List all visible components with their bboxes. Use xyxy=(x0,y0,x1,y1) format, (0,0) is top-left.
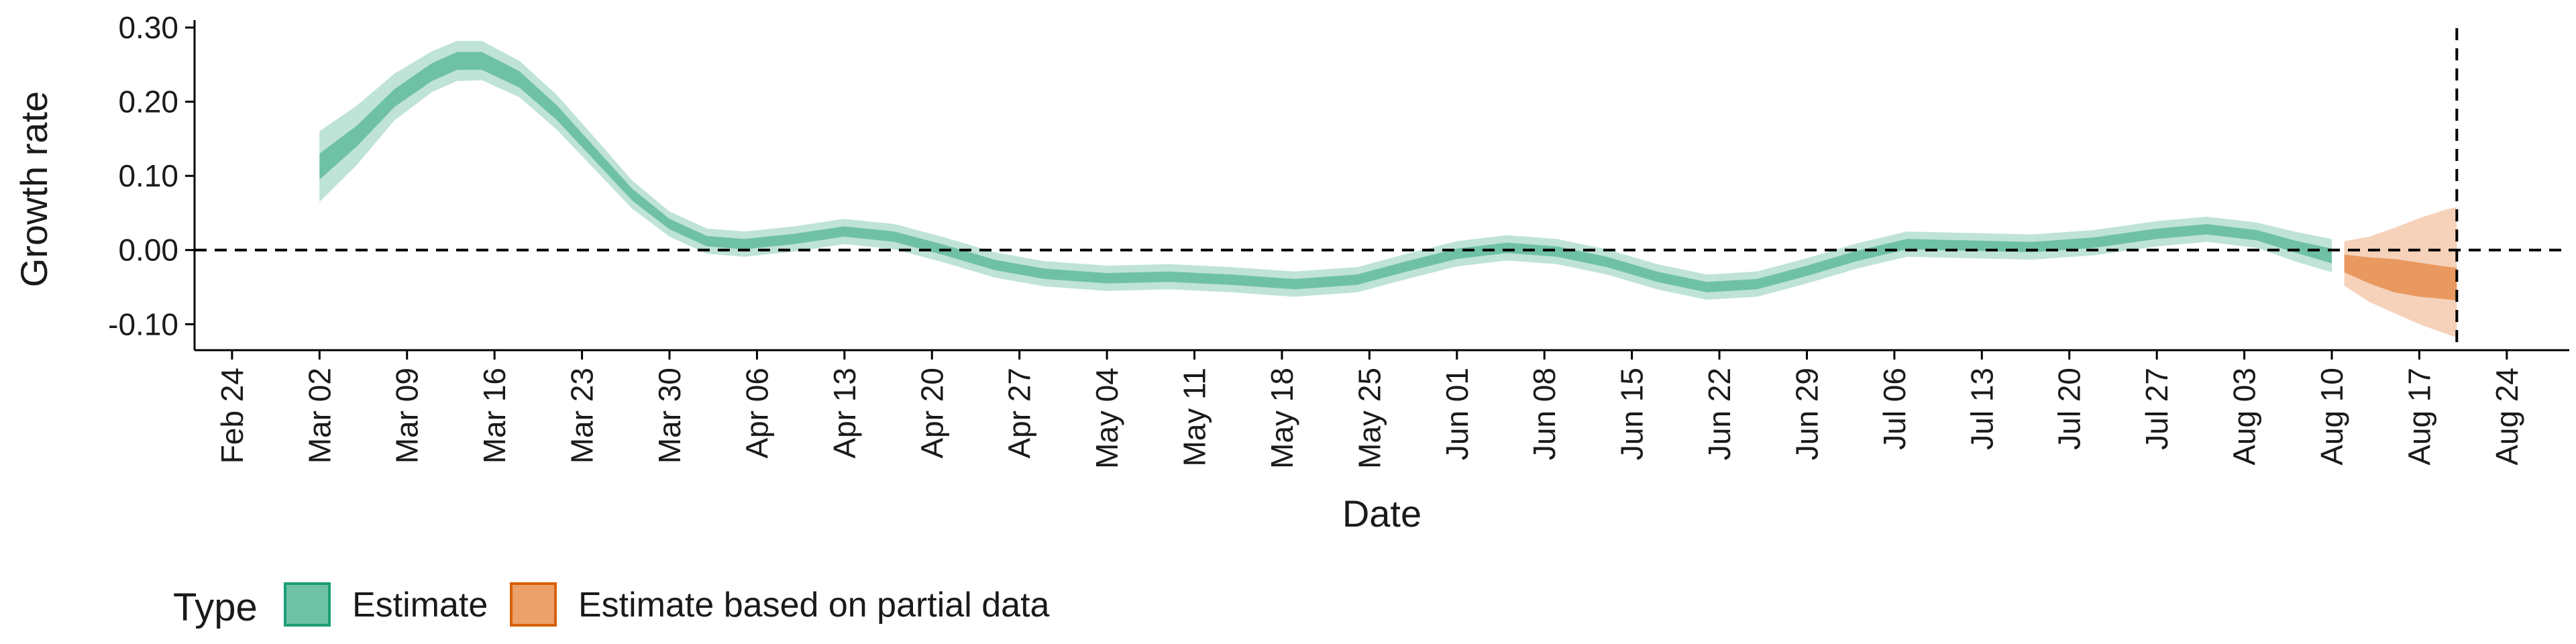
x-tick-label: Jun 01 xyxy=(1440,368,1474,460)
x-tick-label: May 18 xyxy=(1265,368,1299,469)
x-tick-label: Mar 09 xyxy=(390,368,425,464)
x-tick-label: Jul 06 xyxy=(1877,368,1912,450)
y-tick-label: -0.10 xyxy=(108,307,178,341)
legend-label-partial-estimate: Estimate based on partial data xyxy=(578,586,1050,625)
x-ticks: Feb 24 Mar 02 Mar 09 Mar 16 Mar 23 Mar 30 Apr … xyxy=(215,350,2524,469)
x-tick-label: Jun 08 xyxy=(1527,368,1562,460)
y-tick-label: 0.20 xyxy=(118,85,178,119)
x-tick-label: Jul 20 xyxy=(2052,368,2087,450)
x-tick-label: Apr 27 xyxy=(1002,368,1037,459)
legend-swatch-estimate xyxy=(284,582,331,627)
reference-lines xyxy=(195,28,2569,350)
legend: Type Estimate Estimate based on partial d… xyxy=(173,582,1050,629)
estimate-inner-band xyxy=(319,52,2332,292)
x-tick-label: Jun 22 xyxy=(1702,368,1737,460)
x-tick-label: May 25 xyxy=(1352,368,1387,469)
legend-label-estimate: Estimate xyxy=(352,586,488,625)
x-axis-title: Date xyxy=(1342,492,1421,535)
y-tick-label: 0.10 xyxy=(118,158,178,193)
x-tick-label: Mar 02 xyxy=(302,368,337,464)
x-tick-label: Apr 20 xyxy=(914,368,949,459)
y-axis-title: Growth rate xyxy=(13,91,55,288)
x-tick-label: Aug 10 xyxy=(2314,368,2349,466)
interval-bands xyxy=(319,41,2457,338)
x-tick-label: May 04 xyxy=(1089,368,1124,469)
x-tick-label: Aug 03 xyxy=(2227,368,2262,466)
x-tick-label: Mar 16 xyxy=(477,368,512,464)
x-tick-label: Aug 24 xyxy=(2489,368,2524,466)
x-tick-label: Apr 06 xyxy=(739,368,774,459)
x-tick-label: Jul 13 xyxy=(1964,368,1999,450)
y-ticks: 0.30 0.20 0.10 0.00 -0.10 xyxy=(108,10,195,341)
x-tick-label: Apr 13 xyxy=(827,368,862,459)
x-tick-label: Jun 29 xyxy=(1789,368,1824,460)
x-tick-label: May 11 xyxy=(1177,368,1212,466)
x-tick-label: Jul 27 xyxy=(2139,368,2174,450)
axes xyxy=(193,20,2569,352)
x-tick-label: Feb 24 xyxy=(215,368,250,464)
estimate-outer-band xyxy=(319,41,2332,300)
legend-swatch-partial-estimate xyxy=(510,582,557,627)
legend-title: Type xyxy=(173,586,258,629)
x-tick-label: Aug 17 xyxy=(2402,368,2436,466)
y-tick-label: 0.30 xyxy=(118,10,178,45)
y-tick-label: 0.00 xyxy=(118,233,178,268)
x-tick-label: Mar 30 xyxy=(652,368,687,464)
x-tick-label: Jun 15 xyxy=(1615,368,1650,460)
x-tick-label: Mar 23 xyxy=(565,368,600,464)
partial-estimate-inner-band xyxy=(2344,254,2457,301)
